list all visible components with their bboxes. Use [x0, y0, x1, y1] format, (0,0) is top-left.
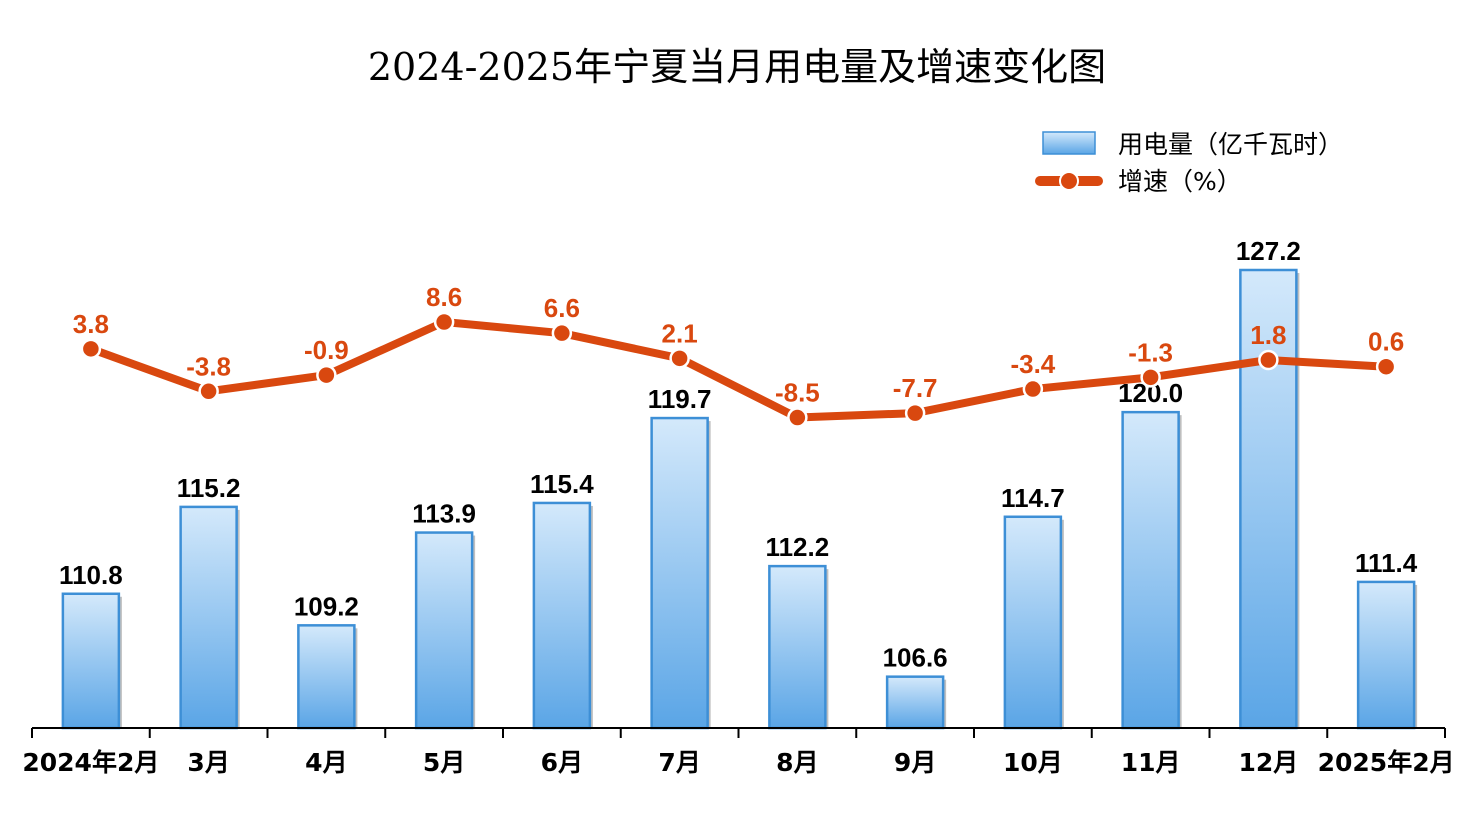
line-value-label: -8.5	[775, 378, 820, 408]
line-point	[904, 402, 926, 424]
line-value-label: 2.1	[662, 318, 698, 348]
x-tick-label: 3月	[187, 748, 229, 777]
bar	[179, 505, 238, 730]
line-value-label: -7.7	[893, 373, 938, 403]
line-value-label: -3.4	[1010, 349, 1055, 379]
bar	[532, 501, 592, 730]
bar-value-label: 112.2	[766, 532, 830, 562]
line-point	[1140, 367, 1161, 388]
legend-bar-label: 用电量（亿千瓦时）	[1118, 130, 1343, 159]
chart-title: 2024-2025年宁夏当月用电量及增速变化图	[368, 45, 1106, 89]
line-point	[787, 407, 808, 428]
x-tick-label: 2024年2月	[22, 748, 159, 777]
legend: 用电量（亿千瓦时） 增速（%）	[1035, 130, 1343, 196]
bar	[885, 675, 945, 730]
line-value-label: -1.3	[1128, 337, 1173, 367]
bar-value-label: 113.9	[412, 499, 476, 529]
line-value-label: 1.8	[1250, 320, 1286, 350]
line-point	[1022, 378, 1044, 400]
line-point	[198, 381, 219, 402]
bar-label-group: 110.8 115.2 109.2 113.9 115.4 119.7 112.2 106.6…	[59, 236, 1418, 673]
bar-value-label: 115.2	[177, 473, 241, 503]
bar	[297, 624, 356, 730]
line-point	[1375, 356, 1397, 377]
x-tick-label: 12月	[1238, 748, 1298, 777]
line-path	[86, 318, 1391, 422]
line-value-label: -3.8	[186, 351, 231, 381]
line-series	[80, 311, 1397, 428]
line-point	[80, 338, 102, 360]
bar-value-label: 119.7	[648, 384, 712, 414]
bar-value-label: 127.2	[1236, 236, 1301, 266]
bar-series	[61, 268, 1418, 730]
bar	[1121, 410, 1180, 730]
bar	[61, 592, 121, 730]
line-value-label: -0.9	[304, 335, 349, 365]
x-tick-label: 9月	[894, 748, 936, 777]
bar-value-label: 106.6	[883, 643, 948, 673]
line-point	[316, 364, 337, 386]
line-point	[669, 348, 690, 369]
line-value-label: 0.6	[1368, 327, 1404, 357]
line-label-group: 3.8 -3.8 -0.9 8.6 6.6 2.1 -8.5 -7.7 -3.4 -1.3 1.8 0…	[73, 282, 1404, 408]
bar-value-label: 111.4	[1355, 548, 1418, 578]
bar	[414, 531, 474, 730]
bar	[1003, 515, 1063, 730]
bar-value-label: 110.8	[59, 560, 123, 590]
line-point	[433, 311, 455, 333]
x-axis: 2024年2月 3月 4月 5月 6月 7月 8月 9月 10月 11月 12月 2025年2月	[22, 727, 1455, 777]
legend-bar-swatch	[1042, 131, 1096, 155]
x-tick-label: 5月	[423, 748, 465, 777]
x-tick-label: 4月	[305, 748, 347, 777]
bar	[1356, 580, 1416, 730]
line-value-label: 3.8	[73, 309, 109, 339]
x-tick-label: 11月	[1121, 748, 1181, 777]
bar-value-label: 114.7	[1001, 483, 1065, 513]
bar	[650, 416, 709, 730]
legend-line-marker	[1059, 171, 1079, 191]
x-tick-label: 2025年2月	[1318, 748, 1455, 777]
line-value-label: 8.6	[426, 282, 462, 312]
x-tick-label: 6月	[541, 748, 583, 777]
bar-value-label: 109.2	[294, 591, 359, 621]
x-tick-label: 7月	[658, 748, 700, 777]
x-tick-label: 8月	[776, 748, 818, 777]
line-point	[1258, 349, 1279, 371]
bar	[1239, 268, 1298, 730]
bar-value-label: 115.4	[530, 469, 594, 499]
line-value-label: 6.6	[544, 293, 580, 323]
bar	[768, 564, 827, 730]
x-tick-label: 10月	[1003, 748, 1063, 777]
line-point	[551, 322, 573, 344]
legend-line-label: 增速（%）	[1118, 167, 1242, 196]
